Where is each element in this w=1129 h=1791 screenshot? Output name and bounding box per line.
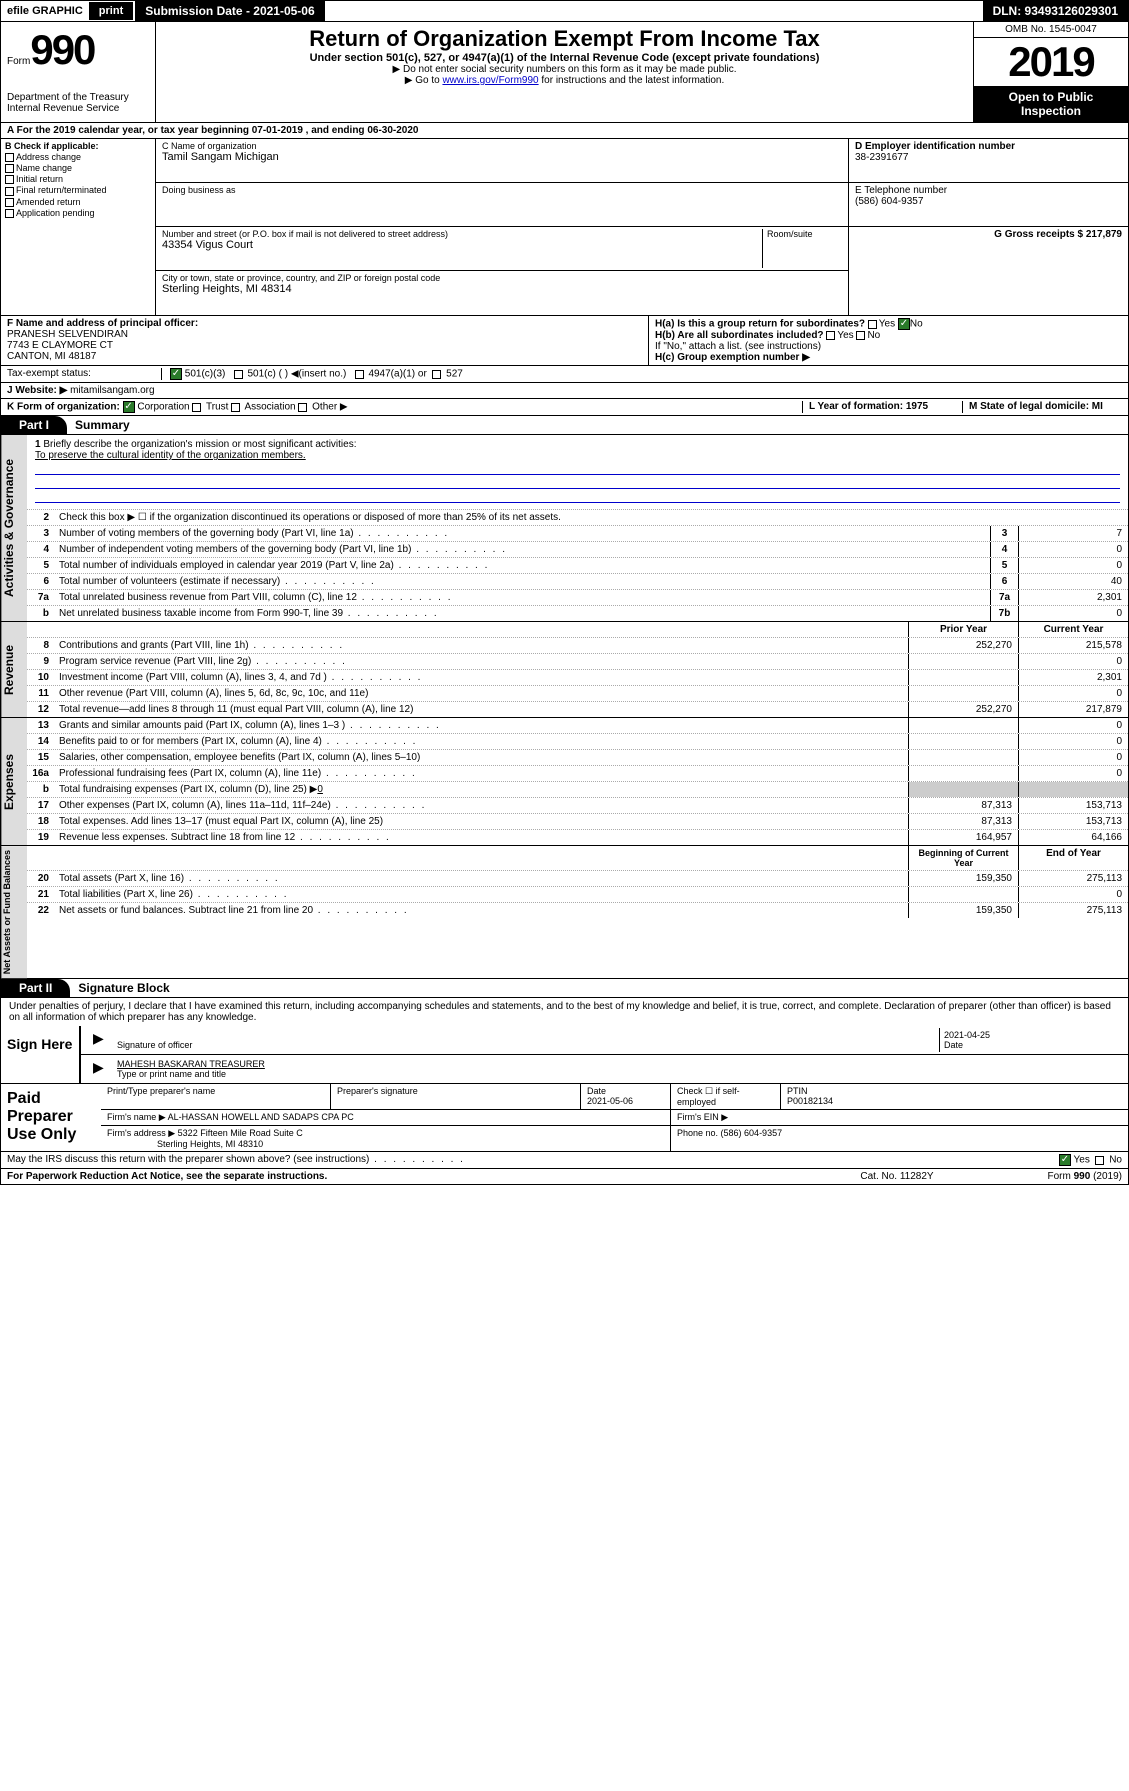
- line-4-value: 0: [1018, 542, 1128, 557]
- signature-block: Under penalties of perjury, I declare th…: [0, 998, 1129, 1084]
- mission-text: To preserve the cultural identity of the…: [35, 450, 306, 461]
- dba-label: Doing business as: [162, 185, 842, 195]
- box-c: C Name of organization Tamil Sangam Mich…: [156, 139, 848, 315]
- part-1-header: Part I Summary: [0, 416, 1129, 435]
- sign-here-label: Sign Here: [1, 1026, 81, 1083]
- form-number: 990: [30, 26, 94, 74]
- submission-date: Submission Date - 2021-05-06: [135, 1, 324, 21]
- irs-link[interactable]: www.irs.gov/Form990: [442, 75, 538, 86]
- box-b-title: B Check if applicable:: [5, 141, 151, 151]
- part-1-tab: Part I: [1, 416, 67, 434]
- ein-label: D Employer identification number: [855, 141, 1122, 152]
- checkbox-no-icon: ✓: [898, 318, 910, 330]
- main-info-block: B Check if applicable: Address change Na…: [0, 139, 1129, 316]
- street-address: 43354 Vigus Court: [162, 239, 762, 251]
- ptin-value: P00182134: [787, 1096, 833, 1106]
- form-word: Form: [7, 56, 30, 67]
- check-yes-icon: ✓: [1059, 1154, 1071, 1166]
- subtitle-2: ▶ Do not enter social security numbers o…: [164, 64, 965, 75]
- section-net-assets: Net Assets or Fund Balances Beginning of…: [0, 846, 1129, 979]
- print-button[interactable]: print: [89, 2, 133, 20]
- phone-value: (586) 604-9357: [855, 196, 1122, 207]
- check-application-pending[interactable]: Application pending: [5, 208, 151, 218]
- top-bar: efile GRAPHIC print Submission Date - 20…: [0, 0, 1129, 22]
- check-corporation-icon: ✓: [123, 401, 135, 413]
- website-value: mitamilsangam.org: [70, 385, 154, 396]
- form-ref: Form 990 (2019): [972, 1171, 1122, 1182]
- line-7b-value: 0: [1018, 606, 1128, 621]
- tax-year: 2019: [974, 38, 1128, 86]
- vtab-revenue: Revenue: [1, 622, 27, 717]
- gross-receipts: G Gross receipts $ 217,879: [855, 229, 1122, 240]
- part-1-title: Summary: [67, 416, 138, 434]
- paid-preparer-block: Paid Preparer Use Only Print/Type prepar…: [0, 1084, 1129, 1152]
- arrow-icon: ▶: [89, 1057, 109, 1081]
- officer-name: MAHESH BASKARAN TREASURER: [117, 1059, 265, 1069]
- phone-label: E Telephone number: [855, 185, 1122, 196]
- section-governance: Activities & Governance 1 Briefly descri…: [0, 435, 1129, 622]
- line-3-value: 7: [1018, 526, 1128, 541]
- check-501c3-icon: ✓: [170, 368, 182, 380]
- department-label: Department of the Treasury Internal Reve…: [7, 92, 149, 114]
- vtab-net-assets: Net Assets or Fund Balances: [1, 846, 27, 978]
- row-k-l-m: K Form of organization: ✓ Corporation Tr…: [0, 399, 1129, 416]
- form-header: Form 990 Department of the Treasury Inte…: [0, 22, 1129, 123]
- box-f-officer: F Name and address of principal officer:…: [1, 316, 648, 365]
- check-address-change[interactable]: Address change: [5, 152, 151, 162]
- section-revenue: Revenue Prior YearCurrent Year 8Contribu…: [0, 622, 1129, 718]
- preparer-phone: Phone no. (586) 604-9357: [671, 1126, 1128, 1151]
- line-6-value: 40: [1018, 574, 1128, 589]
- section-expenses: Expenses 13Grants and similar amounts pa…: [0, 718, 1129, 846]
- vtab-governance: Activities & Governance: [1, 435, 27, 621]
- box-b-checklist: B Check if applicable: Address change Na…: [1, 139, 156, 315]
- city-label: City or town, state or province, country…: [162, 273, 842, 283]
- check-amended-return[interactable]: Amended return: [5, 197, 151, 207]
- arrow-icon: ▶: [89, 1028, 109, 1052]
- efile-label: efile GRAPHIC: [1, 3, 89, 19]
- header-title-block: Return of Organization Exempt From Incom…: [156, 22, 973, 122]
- part-2-title: Signature Block: [70, 979, 177, 997]
- row-f-h: F Name and address of principal officer:…: [0, 316, 1129, 366]
- dln-number: DLN: 93493126029301: [983, 1, 1128, 21]
- addr-label: Number and street (or P.O. box if mail i…: [162, 229, 762, 239]
- row-a-tax-year: A For the 2019 calendar year, or tax yea…: [0, 123, 1129, 139]
- open-to-public: Open to Public Inspection: [974, 86, 1128, 122]
- subtitle-1: Under section 501(c), 527, or 4947(a)(1)…: [164, 52, 965, 64]
- firm-name: AL-HASSAN HOWELL AND SADAPS CPA PC: [168, 1112, 354, 1122]
- org-name: Tamil Sangam Michigan: [162, 151, 842, 163]
- header-right: OMB No. 1545-0047 2019 Open to Public In…: [973, 22, 1128, 122]
- footer-notice: For Paperwork Reduction Act Notice, see …: [0, 1169, 1129, 1185]
- paid-preparer-label: Paid Preparer Use Only: [1, 1084, 101, 1151]
- line-7a-value: 2,301: [1018, 590, 1128, 605]
- check-final-return[interactable]: Final return/terminated: [5, 185, 151, 195]
- footer-discuss: May the IRS discuss this return with the…: [0, 1152, 1129, 1169]
- perjury-declaration: Under penalties of perjury, I declare th…: [1, 998, 1128, 1026]
- city-state-zip: Sterling Heights, MI 48314: [162, 283, 842, 295]
- check-name-change[interactable]: Name change: [5, 163, 151, 173]
- part-2-header: Part II Signature Block: [0, 979, 1129, 998]
- subtitle-3: ▶ Go to www.irs.gov/Form990 for instruct…: [164, 75, 965, 86]
- part-2-tab: Part II: [1, 979, 70, 997]
- omb-number: OMB No. 1545-0047: [974, 22, 1128, 38]
- room-label: Room/suite: [762, 229, 842, 268]
- box-h: H(a) Is this a group return for subordin…: [648, 316, 1128, 365]
- org-name-label: C Name of organization: [162, 141, 842, 151]
- ein-value: 38-2391677: [855, 152, 1122, 163]
- line-5-value: 0: [1018, 558, 1128, 573]
- vtab-expenses: Expenses: [1, 718, 27, 845]
- box-de: D Employer identification number 38-2391…: [848, 139, 1128, 315]
- header-left: Form 990 Department of the Treasury Inte…: [1, 22, 156, 122]
- row-j-website: J Website: ▶ mitamilsangam.org: [0, 383, 1129, 399]
- form-title: Return of Organization Exempt From Incom…: [164, 26, 965, 52]
- check-initial-return[interactable]: Initial return: [5, 174, 151, 184]
- row-i-taxexempt: Tax-exempt status: ✓ 501(c)(3) 501(c) ( …: [0, 366, 1129, 383]
